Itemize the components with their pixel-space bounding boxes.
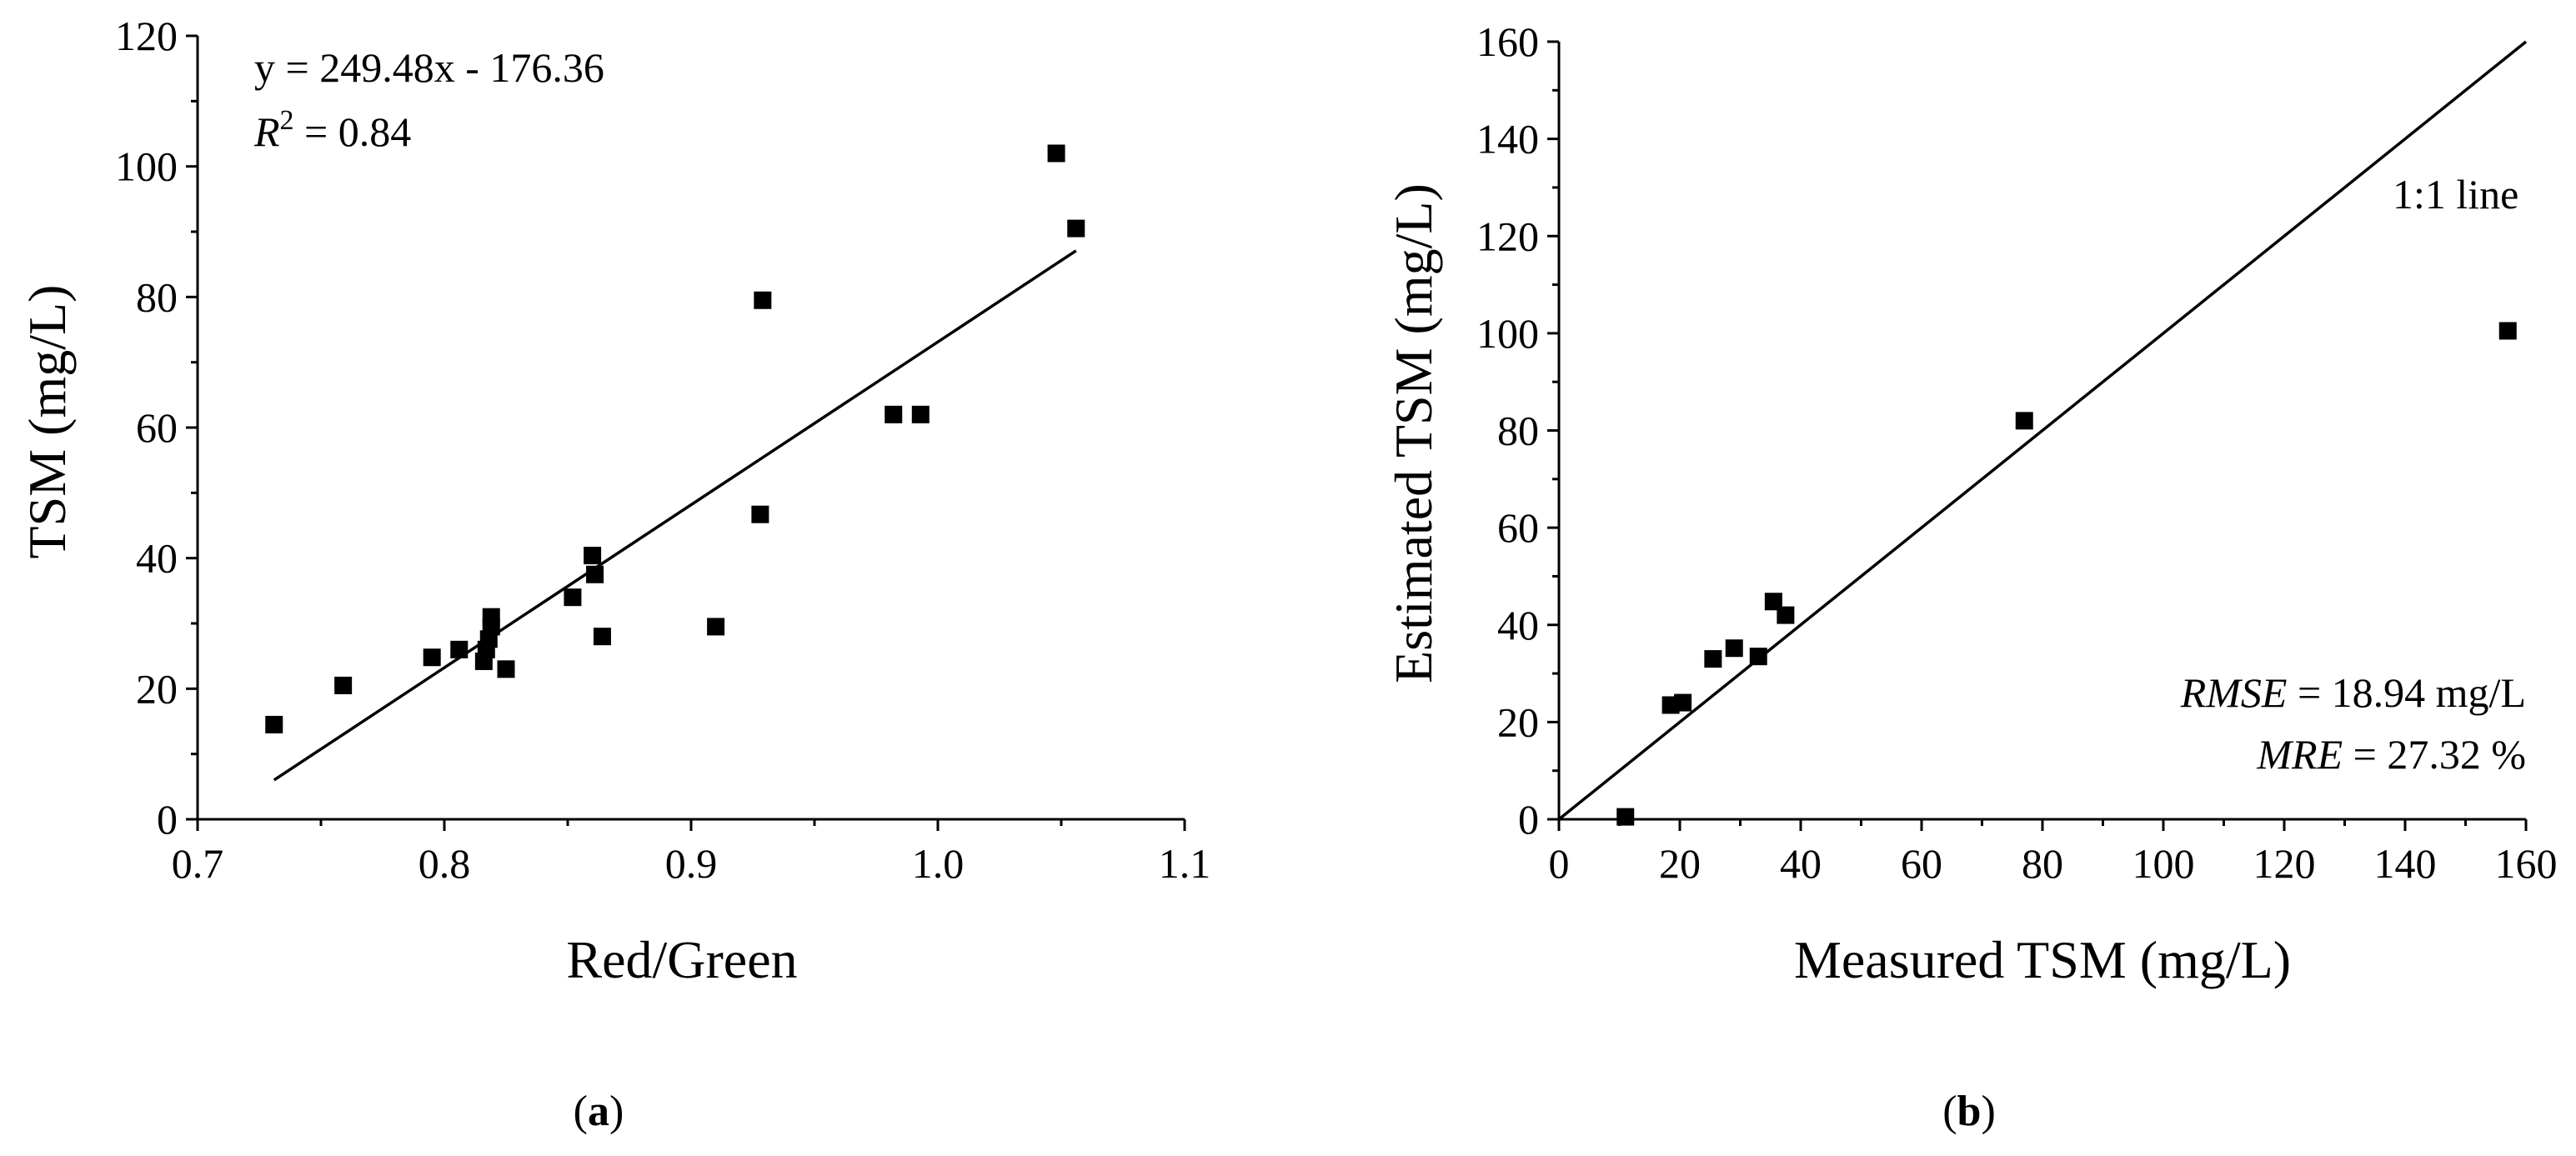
panel-b-y-tick-label: 140 <box>1476 116 1539 163</box>
panel-b-ticks: 0 20 40 60 80 100 120 140 160 0 20 40 60 80 100 120 140 1… <box>1476 18 2558 887</box>
panel-b-points <box>1616 322 2517 826</box>
panel-a-x-tick-label: 1.0 <box>912 840 965 887</box>
panel-a-fit-layer <box>273 249 1077 782</box>
panel-a-data-point <box>911 405 930 423</box>
panel-b-y-tick-label: 20 <box>1497 698 1539 745</box>
panel-b-data-point <box>1749 648 1767 666</box>
panel-b-data-point <box>1725 639 1743 658</box>
panel-b-x-tick-label: 140 <box>2374 840 2437 887</box>
panel-a-ticks: 0.7 0.8 0.9 1.0 1.1 0 20 40 60 80 100 120 <box>115 13 1210 887</box>
panel-b-data-point <box>1777 606 1795 624</box>
panel-b-data-point <box>1704 650 1722 668</box>
panel-a-data-point <box>450 640 469 658</box>
panel-a-y-tick-label: 60 <box>136 404 178 451</box>
panel-a-data-point <box>754 291 772 309</box>
panel-b-data-point <box>1674 693 1692 712</box>
panel-a-axes <box>196 36 1185 821</box>
panel-a-points <box>265 144 1085 733</box>
panel-a-x-tick-label: 0.9 <box>665 840 718 887</box>
panel-a-data-point <box>564 588 582 607</box>
panel-a-y-tick-label: 80 <box>136 273 178 320</box>
panel-a-data-point <box>707 618 725 636</box>
panel-a-equation: y = 249.48x - 176.36 <box>254 44 604 91</box>
panel-a-data-point <box>751 505 769 523</box>
panel-b-y-tick-label: 120 <box>1476 213 1539 259</box>
panel-b-chart: 0 20 40 60 80 100 120 140 160 0 20 40 60 80 100 120 140 1… <box>1384 18 2558 1135</box>
panel-b-y-axis-title: Estimated TSM (mg/L) <box>1384 183 1443 683</box>
panel-b-y-tick-label: 60 <box>1497 504 1539 551</box>
panel-b-data-point <box>1764 593 1782 611</box>
panel-a-label: (a) <box>574 1088 624 1135</box>
panel-a-r-squared: R2 = 0.84 <box>253 105 411 155</box>
panel-b-y-tick-label: 0 <box>1518 796 1539 843</box>
panel-b-y-tick-label: 100 <box>1476 310 1539 357</box>
panel-a-data-point <box>584 547 602 565</box>
panel-a-y-tick-label: 120 <box>115 13 178 59</box>
panel-a-y-tick-label: 100 <box>115 143 178 190</box>
panel-b-x-tick-label: 20 <box>1659 840 1701 887</box>
panel-a-y-tick-label: 0 <box>157 796 178 843</box>
panel-b-mre: MRE = 27.32 % <box>2256 731 2526 778</box>
panel-b-label: (b) <box>1942 1088 1996 1135</box>
panel-a-data-point <box>586 565 604 583</box>
panel-a-x-axis-title: Red/Green <box>566 930 797 989</box>
panel-a-data-point <box>885 405 903 423</box>
panel-b-y-tick-label: 40 <box>1497 602 1539 648</box>
panel-a-data-point <box>482 608 500 626</box>
panel-a-x-tick-label: 0.7 <box>172 840 224 887</box>
panel-b-rmse: RMSE = 18.94 mg/L <box>2180 669 2526 716</box>
panel-b-y-tick-label: 80 <box>1497 408 1539 454</box>
panel-a-data-point <box>1067 219 1085 238</box>
panel-a-data-point <box>1047 144 1065 163</box>
panel-b-data-point <box>2015 412 2033 430</box>
panel-a-y-tick-label: 40 <box>136 535 178 582</box>
panel-a-x-tick-label: 1.1 <box>1159 840 1211 887</box>
panel-b-x-tick-label: 120 <box>2253 840 2316 887</box>
panel-b-x-tick-label: 40 <box>1780 840 1822 887</box>
panel-b-x-tick-label: 160 <box>2495 840 2558 887</box>
panel-b-one-to-one-line <box>1557 40 2528 821</box>
panel-b-x-axis-title: Measured TSM (mg/L) <box>1794 930 2291 989</box>
panel-b-axes <box>1557 42 2526 821</box>
panel-a-regression-line <box>273 249 1077 782</box>
panel-a-x-tick-label: 0.8 <box>418 840 471 887</box>
panel-a-data-point <box>334 676 353 694</box>
panel-a-y-tick-label: 20 <box>136 665 178 712</box>
panel-a-chart: 0.7 0.8 0.9 1.0 1.1 0 20 40 60 80 100 120 Red/Green… <box>18 13 1210 1135</box>
panel-a-data-point <box>593 628 611 646</box>
panel-b-data-point <box>2498 322 2517 340</box>
panel-a-data-point <box>497 660 515 678</box>
panel-b-data-point <box>1616 808 1635 826</box>
panel-b-y-tick-label: 160 <box>1476 18 1539 65</box>
panel-a-data-point <box>423 648 441 667</box>
panel-b-reference-layer <box>1557 40 2528 821</box>
panel-b-x-tick-label: 80 <box>2022 840 2063 887</box>
panel-a-y-axis-title: TSM (mg/L) <box>18 285 77 559</box>
panel-b-x-tick-label: 100 <box>2132 840 2195 887</box>
panel-a-data-point <box>265 715 283 733</box>
panel-b-one-to-one-label: 1:1 line <box>2393 171 2518 218</box>
panel-b-x-tick-label: 0 <box>1549 840 1570 887</box>
panel-b-x-tick-label: 60 <box>1901 840 1942 887</box>
